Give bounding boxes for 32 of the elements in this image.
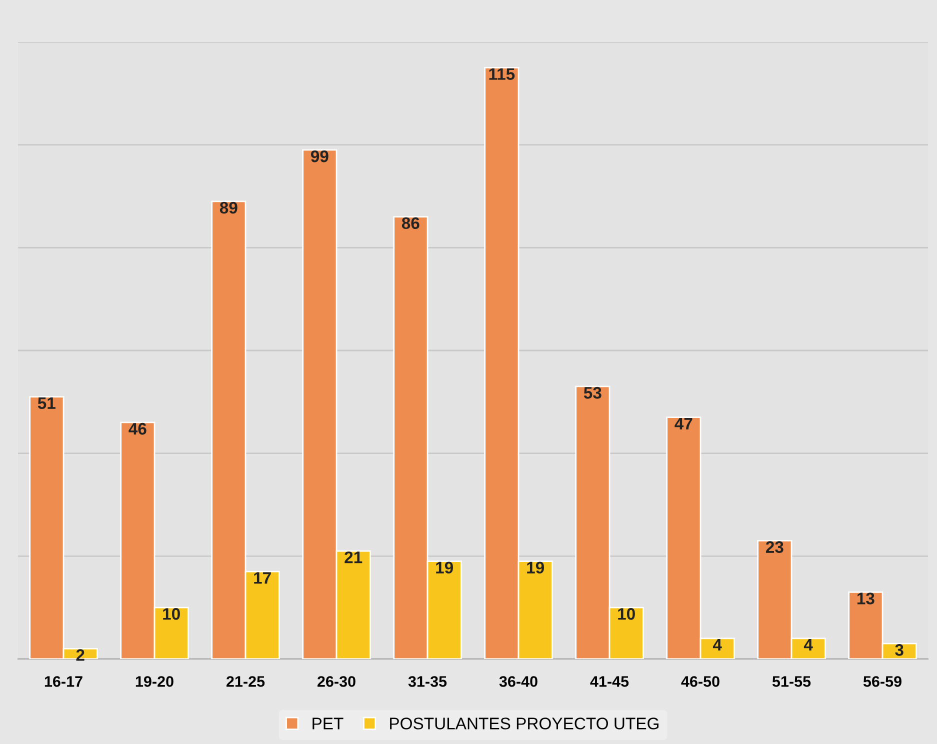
data-label: 115 [489, 68, 515, 80]
x-tick-label: 21-25 [226, 676, 265, 687]
data-label: 10 [163, 608, 180, 620]
data-label: 19 [436, 562, 453, 574]
data-label: 86 [402, 217, 420, 230]
data-label: 13 [857, 592, 874, 604]
data-label: 46 [128, 422, 146, 435]
data-label: 51 [38, 397, 56, 410]
x-tick-label: 36-40 [499, 676, 538, 687]
x-tick-label: 51-55 [772, 676, 811, 687]
data-label: 2 [76, 649, 84, 661]
data-label: 99 [310, 150, 328, 162]
data-label: 23 [766, 541, 784, 554]
x-tick-label: 16-17 [44, 676, 82, 687]
data-label: 47 [674, 418, 692, 430]
x-tick-label: 56-59 [863, 676, 902, 687]
data-label: 4 [712, 639, 722, 651]
data-label: 10 [618, 608, 635, 620]
data-label: 21 [344, 551, 362, 564]
legend-label: PET [312, 718, 344, 730]
x-tick-label: 41-45 [590, 676, 629, 687]
x-tick-label: 19-20 [136, 676, 174, 687]
data-label: 53 [584, 386, 602, 399]
data-label: 4 [804, 639, 813, 651]
data-label: 19 [527, 562, 544, 574]
data-label: 3 [895, 644, 904, 656]
legend-label: POSTULANTES PROYECTO UTEG [390, 718, 658, 730]
data-label: 17 [254, 572, 271, 584]
x-tick-label: 26-30 [317, 676, 356, 687]
x-tick-label: 46-50 [681, 676, 720, 687]
data-label: 89 [220, 202, 238, 214]
x-tick-label: 31-35 [408, 676, 447, 687]
